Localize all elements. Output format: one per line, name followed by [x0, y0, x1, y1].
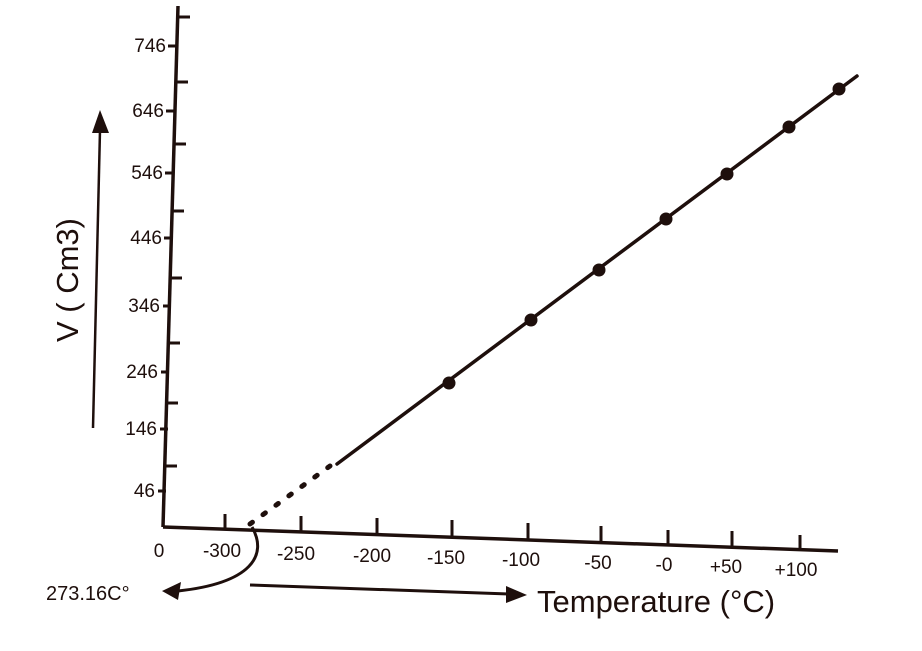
x-tick-label: -200 [353, 546, 391, 567]
extrapolation-dashed-line [247, 463, 333, 527]
x-tick-label: -300 [203, 541, 241, 562]
x-tick-label: -0 [656, 555, 673, 576]
y-axis [161, 5, 180, 528]
y-tick-label: 46 [134, 481, 155, 502]
data-markers [442, 82, 846, 390]
data-point [720, 167, 734, 181]
data-point [659, 212, 673, 226]
x-tick-label: -150 [427, 548, 465, 569]
y-tick-label: 246 [126, 362, 158, 383]
y-axis-arrow-head-icon [92, 110, 109, 133]
data-point [832, 82, 846, 96]
x-axis-arrow-shaft [249, 583, 511, 596]
data-point [782, 120, 796, 134]
y-tick-label: 346 [128, 296, 160, 317]
y-tick-label: 646 [132, 101, 164, 122]
y-tick-label: 146 [125, 419, 157, 440]
x-tick-label: +50 [710, 557, 742, 578]
absolute-zero-arrow-head-icon [162, 582, 181, 600]
x-tick-label: -100 [502, 550, 540, 571]
x-axis-ticks [223, 514, 802, 550]
y-tick-label: 446 [130, 228, 162, 249]
y-axis-minor-ticks [165, 15, 190, 468]
y-tick-labels: 746 646 546 446 346 246 146 46 [125, 36, 166, 502]
x-tick-label: +100 [775, 560, 818, 581]
data-point [442, 376, 456, 390]
y-tick-label: 746 [134, 36, 166, 57]
y-axis-label-ticks [158, 44, 176, 493]
y-axis-arrow-shaft [91, 129, 102, 429]
x-tick-label: 0 [154, 541, 165, 562]
x-tick-label: -250 [277, 544, 315, 565]
x-axis-title: Temperature (°C) [537, 584, 775, 619]
x-axis-arrow-head-icon [506, 586, 527, 603]
y-tick-label: 546 [131, 163, 163, 184]
x-tick-label: -50 [584, 553, 611, 574]
x-axis [162, 525, 839, 553]
data-point [592, 263, 606, 277]
y-axis-title: V ( Cm3) [50, 218, 85, 342]
x-tick-labels: 0 -300 -250 -200 -150 -100 -50 -0 +50 +1… [154, 541, 818, 581]
absolute-zero-curve-arrow [177, 526, 260, 593]
absolute-zero-annotation: 273.16C° [46, 583, 130, 605]
data-point [524, 313, 538, 327]
